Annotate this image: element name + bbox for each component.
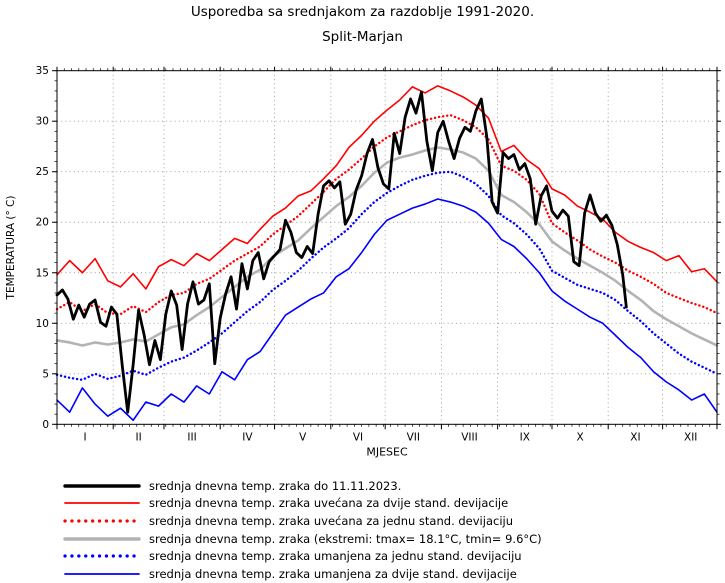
curve-1 xyxy=(56,85,718,290)
x-tick-label: XII xyxy=(684,431,697,443)
curves xyxy=(55,85,719,422)
legend-line-gray-icon xyxy=(63,536,141,541)
y-tick-label: 20 xyxy=(36,217,49,229)
y-tick-label: 30 xyxy=(36,116,49,128)
y-tick-label: 25 xyxy=(36,166,49,178)
legend-line-black-icon xyxy=(63,484,141,488)
legend-item: srednja dnevna temp. zraka do 11.11.2023… xyxy=(63,477,713,495)
axes xyxy=(52,66,721,430)
x-tick-label: IV xyxy=(242,431,253,443)
x-tick-label: I xyxy=(84,431,87,443)
plot-frame xyxy=(56,70,718,425)
x-tick-label: VI xyxy=(353,431,363,443)
x-tick-label: II xyxy=(135,431,141,443)
x-tick-label: XI xyxy=(630,431,640,443)
legend-label: srednja dnevna temp. zraka (ekstremi: tm… xyxy=(149,531,542,546)
x-tick-label: IX xyxy=(520,431,530,443)
legend-line-red-dotted-icon xyxy=(63,519,141,523)
y-tick-label: 5 xyxy=(42,368,49,380)
chart-title: Usporedba sa srednjakom za razdoblje 199… xyxy=(190,4,535,20)
legend-item: srednja dnevna temp. zraka uvećana za dv… xyxy=(63,495,713,513)
legend-line-blue-dotted-icon xyxy=(63,554,141,558)
legend-label: srednja dnevna temp. zraka do 11.11.2023… xyxy=(149,478,402,493)
x-tick-label: III xyxy=(187,431,196,443)
legend-item: srednja dnevna temp. zraka umanjena za j… xyxy=(63,547,713,565)
legend-label: srednja dnevna temp. zraka uvećana za je… xyxy=(149,513,513,528)
legend: srednja dnevna temp. zraka do 11.11.2023… xyxy=(63,477,713,583)
curve-4 xyxy=(55,170,719,382)
curve-2 xyxy=(55,113,719,316)
x-tick-label: X xyxy=(577,431,584,443)
x-tick-label: VII xyxy=(407,431,420,443)
legend-label: srednja dnevna temp. zraka uvećana za dv… xyxy=(149,496,509,511)
x-axis-title: MJESEC xyxy=(366,445,408,458)
x-tick-label: V xyxy=(299,431,307,443)
y-axis-title: TEMPERATURA (° C) xyxy=(5,196,17,301)
gridlines xyxy=(57,70,717,425)
legend-label: srednja dnevna temp. zraka umanjena za j… xyxy=(149,549,522,564)
y-tick-label: 10 xyxy=(36,318,49,330)
legend-item: srednja dnevna temp. zraka umanjena za d… xyxy=(63,565,713,583)
chart-subtitle: Split-Marjan xyxy=(322,29,403,45)
legend-line-red-solid-icon xyxy=(64,502,140,505)
legend-line-blue-solid-icon xyxy=(64,572,140,575)
y-tick-label: 15 xyxy=(36,267,49,279)
curve-0 xyxy=(55,90,628,414)
y-tick-label: 0 xyxy=(42,419,49,431)
curve-3 xyxy=(55,146,719,347)
x-tick-label: VIII xyxy=(461,431,477,443)
legend-item: srednja dnevna temp. zraka (ekstremi: tm… xyxy=(63,530,713,548)
curve-5 xyxy=(56,198,718,422)
legend-label: srednja dnevna temp. zraka umanjena za d… xyxy=(149,566,517,581)
y-tick-label: 35 xyxy=(36,65,49,77)
legend-item: srednja dnevna temp. zraka uvećana za je… xyxy=(63,512,713,530)
